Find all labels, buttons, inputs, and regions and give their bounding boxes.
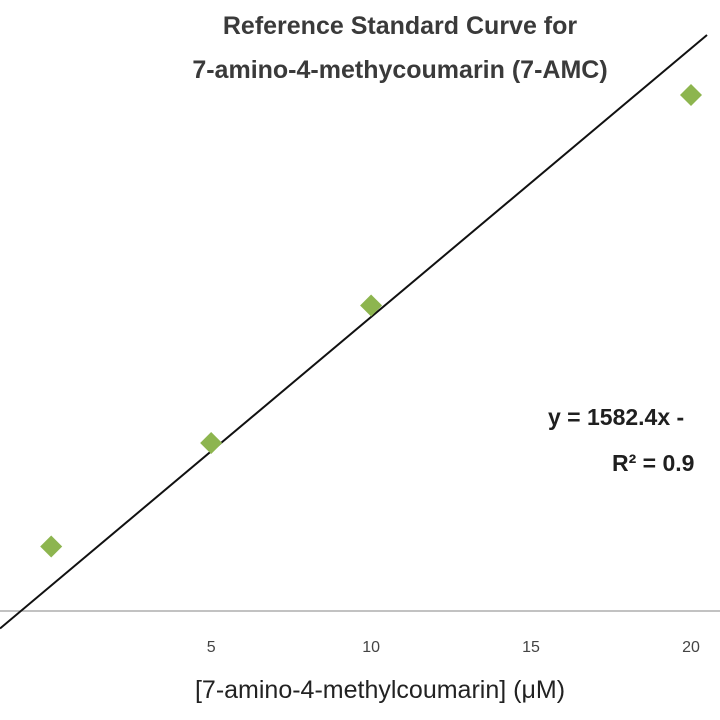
- r-squared-label: R² = 0.9: [612, 450, 695, 476]
- x-tick-label-20: 20: [682, 639, 700, 656]
- x-axis-ticks: 5 10 15 20: [207, 639, 700, 656]
- data-point-1: [200, 431, 223, 454]
- x-tick-label-10: 10: [362, 639, 380, 656]
- data-points: [40, 84, 703, 558]
- x-axis-title: [7-amino-4-methylcoumarin] (μM): [194, 676, 566, 704]
- x-tick-label-5: 5: [207, 639, 216, 656]
- trendline: [0, 34, 708, 630]
- data-point-0: [40, 535, 63, 558]
- chart-title-line-2: 7-amino-4-methycoumarin (7-AMC): [192, 56, 608, 84]
- chart-title-line-1: Reference Standard Curve for: [222, 12, 578, 40]
- data-point-2: [360, 294, 383, 317]
- trendline-equation: y = 1582.4x -: [548, 404, 685, 430]
- x-tick-label-15: 15: [522, 639, 540, 656]
- data-point-3: [680, 84, 703, 107]
